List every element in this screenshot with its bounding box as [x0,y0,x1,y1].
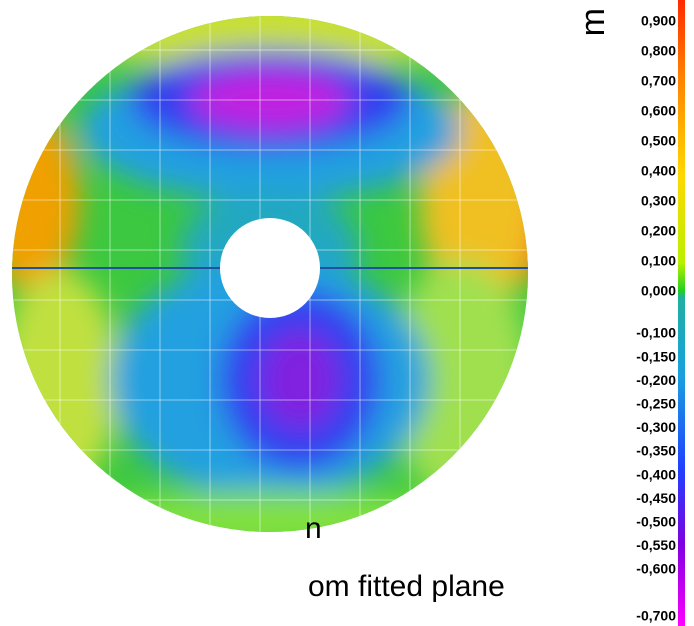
center-hole [220,218,320,318]
colorbar-label: -0,450 [636,490,676,506]
colorbar-label: -0,350 [636,443,676,459]
colorbar-label: 0,700 [641,73,676,89]
colorbar [678,0,685,626]
colorbar-label: 0,900 [641,13,676,29]
colorbar-label: -0,550 [636,537,676,553]
colorbar-label: 0,400 [641,163,676,179]
colorbar-label: 0,000 [641,283,676,299]
unit-label: m [574,8,612,36]
caption-line: om fitted plane [308,570,505,603]
colorbar-label: -0,700 [636,608,676,624]
colorbar-label: 0,100 [641,253,676,269]
colorbar-label: -0,300 [636,419,676,435]
colorbar-label: 0,600 [641,103,676,119]
figure: m n om fitted plane 0,900 0,800 0,700 0,600… [0,0,694,626]
colorbar-label: 0,500 [641,133,676,149]
caption-line: n [305,512,322,545]
colorbar-label: -0,600 [636,561,676,577]
colorbar-label: -0,500 [636,514,676,530]
colorbar-label: 0,200 [641,223,676,239]
colorbar-label: -0,150 [636,348,676,364]
colorbar-label: -0,400 [636,466,676,482]
colorbar-label: -0,250 [636,396,676,412]
colorbar-label: -0,100 [636,325,676,341]
colorbar-label: -0,200 [636,372,676,388]
page: m n om fitted plane 0,900 0,800 0,700 0,600… [0,0,694,626]
colorbar-label: 0,800 [641,43,676,59]
colorbar-label: 0,300 [641,193,676,209]
